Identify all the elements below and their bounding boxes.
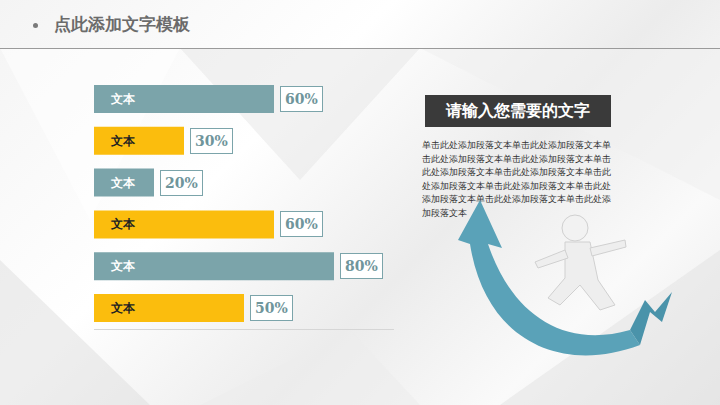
svg-text:80%: 80% — [345, 258, 378, 274]
svg-text:20%: 20% — [165, 175, 198, 191]
svg-text:50%: 50% — [255, 300, 288, 316]
svg-text:文本: 文本 — [110, 301, 136, 315]
html-text:单击此处添加段落文本单击此处添加段落文本单击此处添加段落文本: 单击此处添加段落文本单击此处添加段落文本单击此处添加段落文本单击此处添加段落文本… — [422, 140, 611, 218]
svg-text:文本: 文本 — [110, 92, 136, 106]
svg-text:60%: 60% — [285, 91, 318, 107]
svg-text:文本: 文本 — [110, 176, 136, 190]
svg-text:文本: 文本 — [110, 134, 136, 148]
html-text:请输入您需要的文字: 请输入您需要的文字 — [446, 101, 590, 120]
svg-text:60%: 60% — [285, 216, 318, 232]
svg-text:文本: 文本 — [110, 217, 136, 231]
svg-text:文本: 文本 — [110, 259, 136, 273]
svg-text:30%: 30% — [195, 133, 228, 149]
html-text:点此添加文字模板: 点此添加文字模板 — [54, 14, 190, 34]
